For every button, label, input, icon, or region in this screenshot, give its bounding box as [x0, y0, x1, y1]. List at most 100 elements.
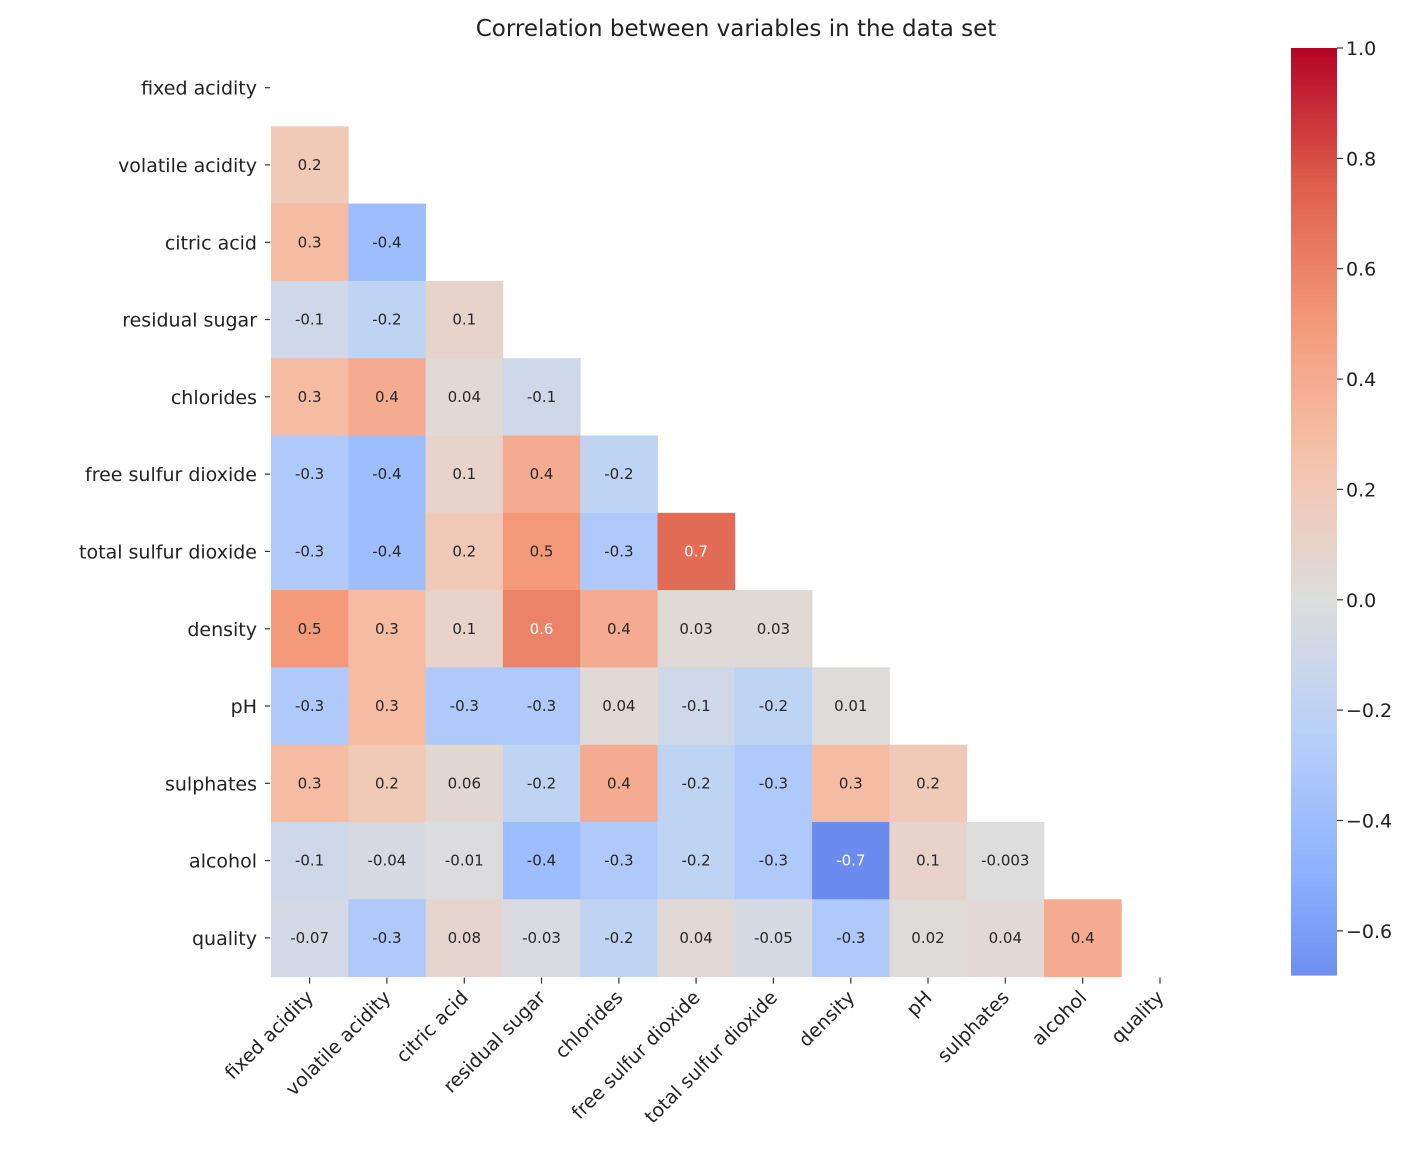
colorbar-gradient-segment — [1291, 886, 1337, 893]
colorbar-gradient-segment — [1291, 340, 1337, 346]
heatmap-cell-free-sulfur-dioxide-volatile-acidity — [348, 435, 426, 514]
colorbar-gradient-segment — [1291, 242, 1337, 248]
colorbar-gradient-segment — [1291, 803, 1337, 809]
heatmap-cell-density-total-sulfur-dioxide — [734, 590, 813, 668]
y-tick-label-alcohol: alcohol — [189, 851, 257, 873]
y-tick-label-volatile-acidity: volatile acidity — [118, 155, 257, 177]
heatmap-cell-alcohol-citric-acid — [425, 822, 504, 900]
colorbar-gradient-segment — [1291, 187, 1337, 193]
colorbar-tick-label: −0.6 — [1346, 921, 1392, 943]
colorbar-gradient-segment — [1291, 191, 1337, 197]
colorbar-gradient-segment — [1291, 326, 1337, 332]
colorbar-gradient-segment — [1291, 636, 1337, 642]
colorbar-gradient-segment — [1291, 159, 1337, 165]
colorbar-gradient-segment — [1291, 316, 1337, 323]
heatmap-cell-ph-total-sulfur-dioxide — [734, 667, 813, 746]
cell-value-label: -0.3 — [295, 465, 324, 483]
heatmap-cell-quality-chlorides — [580, 899, 658, 977]
cell-value-label: 0.2 — [375, 774, 399, 792]
y-tick-label-total-sulfur-dioxide: total sulfur dioxide — [79, 541, 257, 563]
colorbar-gradient-segment — [1291, 432, 1337, 438]
colorbar-gradient-segment — [1291, 720, 1337, 726]
colorbar-gradient-segment — [1291, 103, 1337, 109]
colorbar-gradient-segment — [1291, 154, 1337, 160]
heatmap-cell-alcohol-density — [812, 822, 890, 900]
colorbar-gradient-segment — [1291, 460, 1337, 466]
colorbar-gradient-segment — [1291, 761, 1337, 768]
colorbar-gradient-segment — [1291, 168, 1337, 174]
cell-value-label: -0.03 — [522, 929, 561, 947]
x-tick-label-ph: pH — [902, 987, 936, 1021]
heatmap-cell-ph-fixed-acidity — [271, 667, 349, 746]
heatmap-cell-density-citric-acid — [425, 590, 504, 668]
colorbar-gradient-segment — [1291, 706, 1337, 712]
colorbar-gradient-segment — [1291, 947, 1337, 953]
colorbar-gradient-segment — [1291, 562, 1337, 568]
colorbar-gradient-segment — [1291, 771, 1337, 777]
cell-value-label: 0.3 — [839, 774, 863, 792]
colorbar-gradient-segment — [1291, 112, 1337, 119]
colorbar-gradient-segment — [1291, 933, 1337, 939]
colorbar-gradient-segment — [1291, 80, 1337, 86]
colorbar-gradient-segment — [1291, 108, 1337, 114]
colorbar-gradient-segment — [1291, 492, 1337, 499]
heatmap-cell-total-sulfur-dioxide-citric-acid — [425, 512, 504, 591]
colorbar-gradient-segment — [1291, 581, 1337, 587]
cell-value-label: -0.2 — [681, 852, 710, 870]
colorbar-gradient-segment — [1291, 247, 1337, 253]
heatmap-cell-alcohol-volatile-acidity — [348, 822, 426, 900]
cell-value-label: 0.03 — [679, 620, 712, 638]
colorbar-gradient-segment — [1291, 896, 1337, 902]
colorbar-gradient-segment — [1291, 831, 1337, 837]
x-tick-label-alcohol: alcohol — [1028, 987, 1092, 1051]
colorbar-gradient-segment — [1291, 590, 1337, 596]
colorbar-gradient-segment — [1291, 506, 1337, 513]
colorbar-gradient-segment — [1291, 126, 1337, 133]
cell-value-label: -0.4 — [372, 233, 401, 251]
colorbar-gradient-segment — [1291, 599, 1337, 605]
colorbar-gradient-segment — [1291, 409, 1337, 415]
cell-value-label: -0.01 — [445, 852, 484, 870]
colorbar-gradient-segment — [1291, 854, 1337, 860]
cell-value-label: 0.3 — [375, 697, 399, 715]
colorbar-gradient-segment — [1291, 469, 1337, 476]
heatmap-cell-sulphates-chlorides — [580, 744, 658, 823]
colorbar-gradient-segment — [1291, 414, 1337, 420]
colorbar-gradient-segment — [1291, 136, 1337, 142]
y-tick-label-fixed-acidity: fixed acidity — [141, 78, 257, 100]
colorbar-gradient-segment — [1291, 400, 1337, 406]
colorbar-gradient-segment — [1291, 353, 1337, 360]
cell-value-label: 0.2 — [298, 156, 322, 174]
colorbar-gradient-segment — [1291, 585, 1337, 591]
colorbar-gradient-segment — [1291, 543, 1337, 550]
heatmap-cell-alcohol-total-sulfur-dioxide — [734, 822, 813, 900]
cell-value-label: 0.3 — [298, 388, 322, 406]
colorbar-gradient-segment — [1291, 437, 1337, 443]
heatmap-cell-alcohol-fixed-acidity — [271, 822, 349, 900]
heatmap-cell-free-sulfur-dioxide-citric-acid — [425, 435, 504, 514]
colorbar-gradient-segment — [1291, 122, 1337, 128]
heatmap-cell-sulphates-volatile-acidity — [348, 744, 426, 823]
colorbar-gradient-segment — [1291, 849, 1337, 856]
colorbar-gradient-segment — [1291, 905, 1337, 911]
colorbar-gradient-segment — [1291, 641, 1337, 647]
colorbar-gradient-segment — [1291, 937, 1337, 944]
heatmap-cell-quality-alcohol — [1044, 899, 1122, 977]
heatmap-cell-sulphates-free-sulfur-dioxide — [657, 744, 736, 823]
heatmap-cell-ph-density — [812, 667, 890, 746]
heatmap-cell-residual-sugar-fixed-acidity — [271, 280, 349, 359]
x-tick-label-sulphates: sulphates — [933, 987, 1014, 1068]
heatmap-cell-alcohol-ph — [889, 822, 968, 900]
cell-value-label: -0.3 — [372, 929, 401, 947]
cell-value-label: -0.04 — [367, 852, 406, 870]
colorbar-gradient-segment — [1291, 650, 1337, 656]
heatmap-cell-alcohol-residual-sugar — [502, 822, 581, 900]
colorbar-gradient-segment — [1291, 140, 1337, 146]
colorbar-gradient-segment — [1291, 794, 1337, 800]
heatmap-cell-sulphates-fixed-acidity — [271, 744, 349, 823]
cell-value-label: 0.6 — [530, 620, 554, 638]
cell-value-label: -0.3 — [604, 852, 633, 870]
colorbar-gradient-segment — [1291, 145, 1337, 151]
cell-value-label: -0.2 — [759, 697, 788, 715]
colorbar-gradient-segment — [1291, 845, 1337, 851]
